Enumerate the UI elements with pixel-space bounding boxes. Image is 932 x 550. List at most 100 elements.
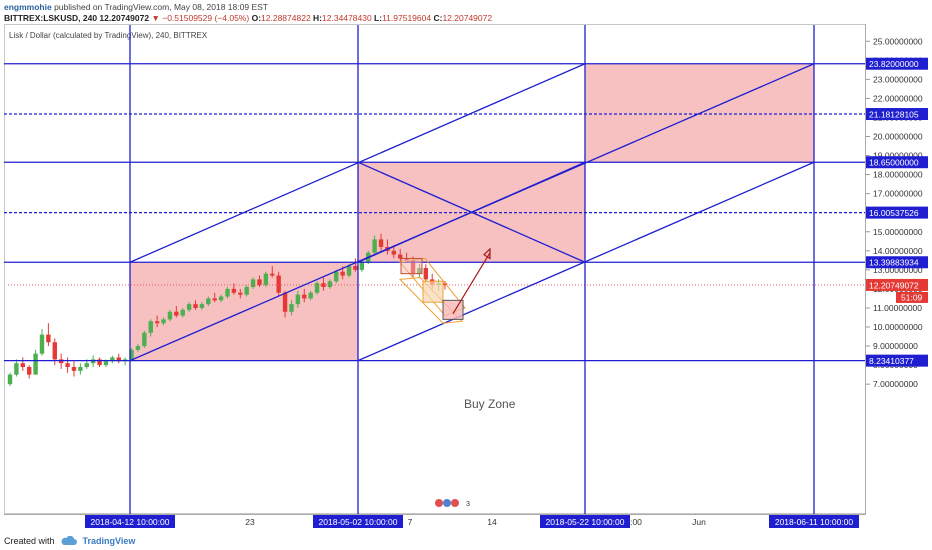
- price-tag-label: 21.18128105: [869, 110, 919, 120]
- candle-body: [180, 309, 185, 316]
- candle-body: [398, 254, 403, 259]
- price-tag-label: 16.00537526: [869, 208, 919, 218]
- events-marker[interactable]: 3: [435, 499, 470, 508]
- price-tick-label: 14.00000000: [873, 246, 923, 256]
- candle-body: [46, 334, 51, 343]
- candle-body: [225, 288, 230, 297]
- level-price-tag[interactable]: [866, 354, 928, 367]
- open-label: O:: [251, 13, 262, 23]
- price-axis[interactable]: 7.000000008.000000009.0000000010.0000000…: [865, 36, 928, 389]
- candle-body: [161, 319, 166, 324]
- countdown-label: 51:09: [901, 292, 923, 302]
- candle-body: [276, 275, 281, 293]
- level-price-tag[interactable]: [866, 57, 928, 70]
- candle-body: [84, 363, 89, 368]
- candle-body: [340, 271, 345, 276]
- candle-body: [353, 266, 358, 270]
- event-count: 3: [466, 501, 470, 508]
- candle-body: [244, 286, 249, 295]
- candle-body: [346, 266, 352, 276]
- candle-body: [308, 292, 313, 299]
- time-tick-label: Jun: [692, 517, 706, 527]
- channel-line: [357, 161, 586, 263]
- high-value: 12.34478430: [322, 13, 372, 23]
- candle-body: [65, 363, 70, 368]
- price-change: −0.51509529 (−4.05%): [162, 13, 250, 23]
- symbol-label: BITTREX:LSKUSD, 240: [4, 13, 98, 23]
- buy-zone-text: Buy Zone: [464, 397, 516, 411]
- candle-body: [142, 332, 147, 347]
- level-price-tag[interactable]: [866, 156, 928, 169]
- price-tag-label: 12.20749072: [869, 280, 919, 290]
- candle-body: [359, 262, 365, 270]
- time-tick-label: 23: [245, 517, 255, 527]
- date-tag[interactable]: [313, 515, 403, 528]
- level-price-tag[interactable]: [866, 108, 928, 121]
- candle-body: [14, 363, 19, 375]
- candle-body: [103, 361, 109, 366]
- time-tick-label: 7: [408, 517, 413, 527]
- candle-body: [218, 296, 224, 301]
- legend-title: Lisk / Dollar (calculated by TradingView…: [9, 31, 208, 40]
- date-tag[interactable]: [540, 515, 630, 528]
- pattern-box: [422, 280, 444, 303]
- candle-body: [231, 288, 237, 293]
- time-tick-label: 14: [487, 517, 497, 527]
- event-flag-icon: [451, 499, 459, 507]
- time-axis[interactable]: 2018-04-12 10:00:00 23 2018-05-02 10:00:00…: [85, 515, 859, 528]
- date-tag[interactable]: [769, 515, 859, 528]
- candle-body: [148, 321, 153, 333]
- candle-body: [327, 281, 333, 287]
- level-price-tag[interactable]: [866, 206, 928, 219]
- low-label: L:: [374, 13, 383, 23]
- level-price-tag[interactable]: [866, 256, 928, 269]
- channel-line: [129, 63, 586, 263]
- price-tick-label: 18.00000000: [873, 170, 923, 180]
- projection-arrow: [452, 252, 491, 314]
- candle-body: [212, 298, 217, 301]
- candle-body: [199, 304, 205, 308]
- candle-body: [302, 294, 307, 299]
- open-value: 12.28874822: [261, 13, 311, 23]
- candle-body: [423, 267, 429, 280]
- price-tick-label: 9.00000000: [873, 341, 918, 351]
- drawing-layer: [4, 25, 865, 514]
- author-name[interactable]: engmmohie: [4, 2, 52, 12]
- candle-body: [39, 334, 45, 354]
- event-flag-icon: [435, 499, 443, 507]
- date-tag-label: 2018-04-12 10:00:00: [91, 517, 170, 527]
- candle-body: [270, 273, 275, 276]
- channel-line: [357, 161, 815, 362]
- candle-body: [20, 363, 25, 368]
- candle-body: [33, 353, 38, 375]
- created-with-label: Created with: [4, 536, 55, 546]
- descending-channel: [398, 276, 464, 324]
- price-tick-label: 22.00000000: [873, 93, 923, 103]
- candle-body: [314, 283, 320, 293]
- time-tick-label: :00: [630, 517, 642, 527]
- date-tag-label: 2018-05-22 10:00:00: [546, 517, 625, 527]
- date-tag-label: 2018-06-11 10:00:00: [775, 517, 854, 527]
- footer: Created with TradingView: [4, 536, 135, 546]
- high-label: H:: [313, 13, 323, 23]
- tradingview-logo[interactable]: TradingView: [82, 536, 136, 546]
- candle-body: [334, 271, 339, 282]
- candle-body: [129, 349, 134, 360]
- price-tick-label: 10.00000000: [873, 322, 923, 332]
- candle-body: [174, 311, 179, 316]
- candle-body: [52, 342, 57, 360]
- buy-zone-annotation[interactable]: Buy Zone: [464, 397, 516, 411]
- candle-body: [193, 304, 198, 308]
- countdown-tag: [896, 291, 928, 303]
- close-value: 12.20749072: [442, 13, 493, 23]
- tradingview-cloud-icon: [61, 536, 77, 545]
- price-tick-label: 7.00000000: [873, 379, 918, 389]
- candle-body: [442, 283, 448, 286]
- ohlc-line: BITTREX:LSKUSD, 240 12.20749072 ▼ −0.515…: [4, 13, 492, 23]
- current-price-tag[interactable]: [866, 278, 928, 291]
- candle-body: [295, 294, 301, 305]
- date-tag[interactable]: [85, 515, 175, 528]
- price-tick-label: 19.00000000: [873, 151, 923, 161]
- price-tick-label: 25.00000000: [873, 36, 923, 46]
